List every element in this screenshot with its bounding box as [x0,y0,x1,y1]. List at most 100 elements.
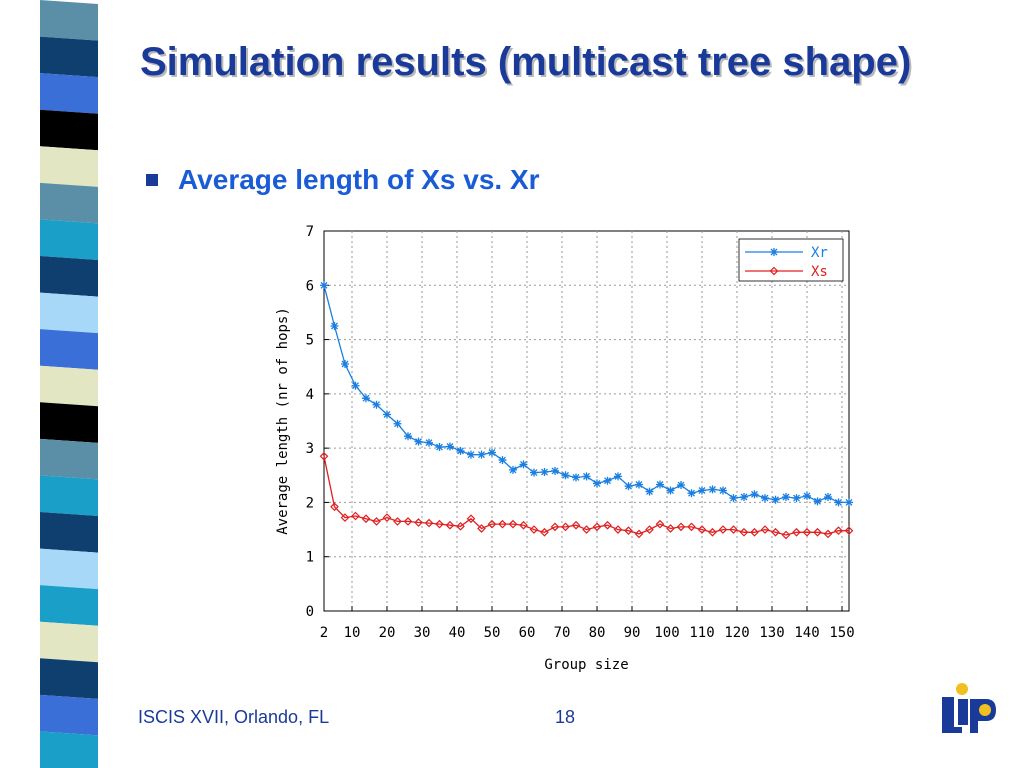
slide-title: Simulation results (multicast tree shape… [140,40,912,84]
data-point-marker [467,450,475,459]
legend-label: Xs [811,264,828,280]
data-point-marker [845,498,853,507]
series-xs [319,451,854,540]
data-point-marker [414,518,423,527]
data-point-marker [645,525,654,534]
data-point-marker [592,522,602,532]
y-tick-label: 2 [306,495,314,511]
data-point-marker [519,460,528,469]
x-tick-label: 50 [484,625,501,641]
data-point-marker [414,437,423,446]
data-point-marker [624,526,633,536]
data-point-marker [593,479,601,488]
data-point-marker [424,518,434,528]
data-point-marker [792,527,801,537]
data-point-marker [729,494,738,503]
y-tick-label: 3 [306,441,314,457]
data-point-marker [582,525,591,534]
stripe-block [40,109,98,151]
data-point-marker [666,524,675,533]
data-point-marker [530,468,538,477]
stripe-block [40,36,98,78]
logo-dot [956,683,968,695]
data-point-marker [781,530,791,540]
data-point-marker [687,489,696,498]
data-point-marker [739,527,749,537]
data-point-marker [519,520,528,530]
data-point-marker [498,519,507,529]
x-tick-label: 10 [344,625,361,641]
data-point-marker [508,519,518,529]
data-point-marker [802,527,812,537]
x-tick-label: 60 [519,625,536,641]
data-point-marker [613,525,623,534]
legend-box [738,238,844,282]
data-point-marker [718,525,728,534]
footer-conference: ISCIS XVII, Orlando, FL [138,707,330,727]
data-point-marker [770,248,778,256]
legend: Xr Xs [738,238,844,282]
x-tick-label: 140 [794,625,819,641]
y-tick-label: 5 [306,333,314,349]
data-point-marker [834,526,843,536]
y-tick-label: 0 [306,604,314,620]
x-axis-label: Group size [544,657,628,673]
data-point-marker [446,442,454,451]
stripe-block [40,694,98,736]
data-point-marker [372,400,381,409]
data-point-marker [487,519,497,529]
data-point-marker [582,472,591,481]
stripe-block [40,73,98,114]
x-tick-label: 70 [554,625,571,641]
data-point-marker [529,525,539,534]
y-tick-label: 7 [306,224,314,240]
data-point-marker [603,520,612,530]
legend-label: Xr [811,245,828,261]
logo-p-shape [970,699,996,733]
data-point-marker [372,517,381,526]
data-point-marker [803,491,811,500]
data-point-marker [813,527,822,537]
y-axis-label: Average length (nr of hops) [275,307,291,535]
data-point-marker [393,419,402,428]
stripe-block [40,621,98,663]
data-point-marker [740,493,748,501]
data-point-marker [456,521,465,531]
data-point-marker [383,410,391,419]
stripe-block [40,292,98,334]
data-point-marker [320,281,328,290]
data-point-marker [488,448,496,457]
stripe-block [40,658,98,699]
page-number: 18 [555,707,576,727]
data-point-marker [341,360,349,368]
data-point-marker [603,476,612,485]
data-point-marker [656,480,664,489]
data-point-marker [540,527,549,537]
data-point-marker [351,381,360,390]
stripe-block [40,146,98,187]
data-point-marker [792,494,801,503]
data-point-marker [834,498,843,507]
data-point-marker [708,527,717,537]
data-point-marker [624,482,633,491]
data-point-marker [761,494,769,503]
stripe-block [40,256,98,297]
logo-i-shape [958,699,968,725]
x-tick-label: 80 [589,625,606,641]
data-point-marker [509,465,517,474]
data-point-marker [771,527,780,537]
stripe-block [40,182,98,224]
data-point-marker [677,481,685,490]
data-point-marker [330,322,339,330]
y-tick-label: 4 [306,387,314,403]
data-point-marker [435,443,444,452]
stripe-block [40,329,98,370]
data-point-marker [813,497,822,506]
data-point-marker [698,486,706,495]
data-point-marker [769,266,779,276]
x-tick-label: 120 [724,625,749,641]
stripe-block [40,585,98,626]
data-point-marker [382,513,392,522]
data-point-marker [697,525,707,534]
data-point-marker [351,511,360,521]
